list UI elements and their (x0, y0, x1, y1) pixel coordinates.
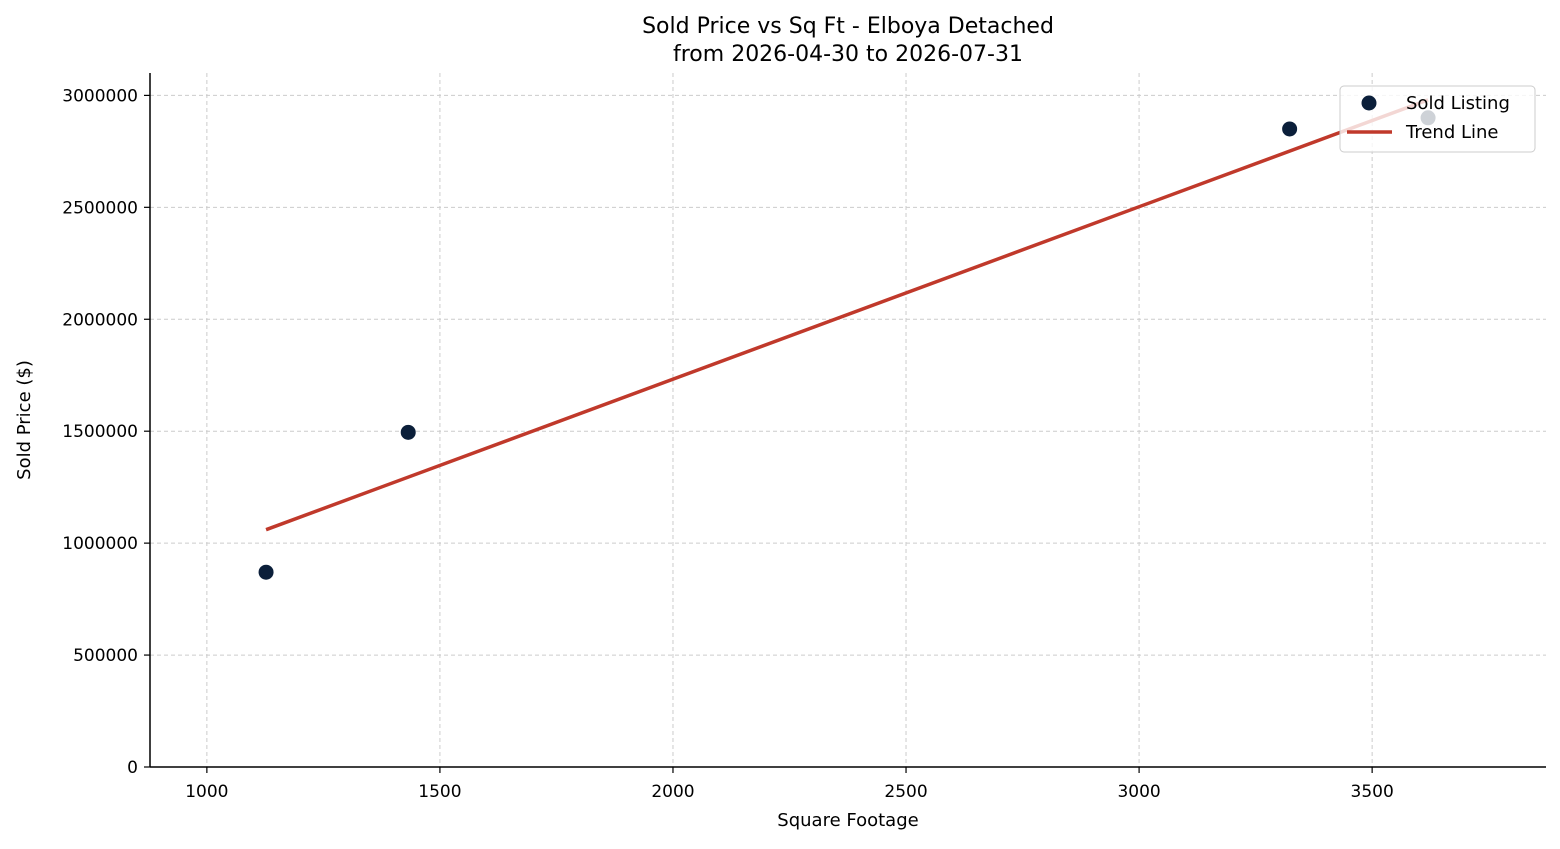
y-tick-label: 2000000 (62, 310, 138, 330)
trend-layer (265, 98, 1429, 532)
y-axis-label: Sold Price ($) (14, 360, 35, 480)
ticks-layer: 1000 1500 2000 2500 3000 3500 0 500000 1000000 15… (62, 86, 1393, 802)
sold-listing-point (400, 424, 416, 440)
x-tick-label: 2500 (884, 782, 927, 802)
y-tick-label: 1500000 (62, 422, 138, 442)
y-tick-label: 500000 (73, 646, 138, 666)
trend-line (265, 98, 1429, 532)
sold-listing-point (258, 564, 274, 580)
points-layer (258, 110, 1436, 580)
x-tick-label: 1500 (418, 782, 461, 802)
y-tick-label: 2500000 (62, 198, 138, 218)
legend-label-sold-listing: Sold Listing (1406, 93, 1510, 114)
chart-subtitle: from 2026-04-30 to 2026-07-31 (673, 42, 1023, 67)
legend: Sold Listing Trend Line (1339, 85, 1536, 153)
axes-layer (149, 73, 1546, 768)
y-tick-label: 3000000 (62, 86, 138, 106)
y-tick-label: 1000000 (62, 534, 138, 554)
x-tick-label: 3500 (1351, 782, 1394, 802)
grid-layer (150, 73, 1546, 767)
chart-title: Sold Price vs Sq Ft - Elboya Detached (642, 14, 1054, 39)
sold-listing-point (1282, 121, 1298, 137)
y-tick-label: 0 (127, 758, 138, 778)
x-tick-label: 1000 (185, 782, 228, 802)
legend-marker-sold-listing (1361, 95, 1377, 111)
x-tick-label: 2000 (651, 782, 694, 802)
legend-box (1339, 85, 1536, 153)
legend-label-trend-line: Trend Line (1405, 122, 1499, 143)
x-axis-label: Square Footage (777, 810, 918, 831)
x-tick-label: 3000 (1117, 782, 1160, 802)
